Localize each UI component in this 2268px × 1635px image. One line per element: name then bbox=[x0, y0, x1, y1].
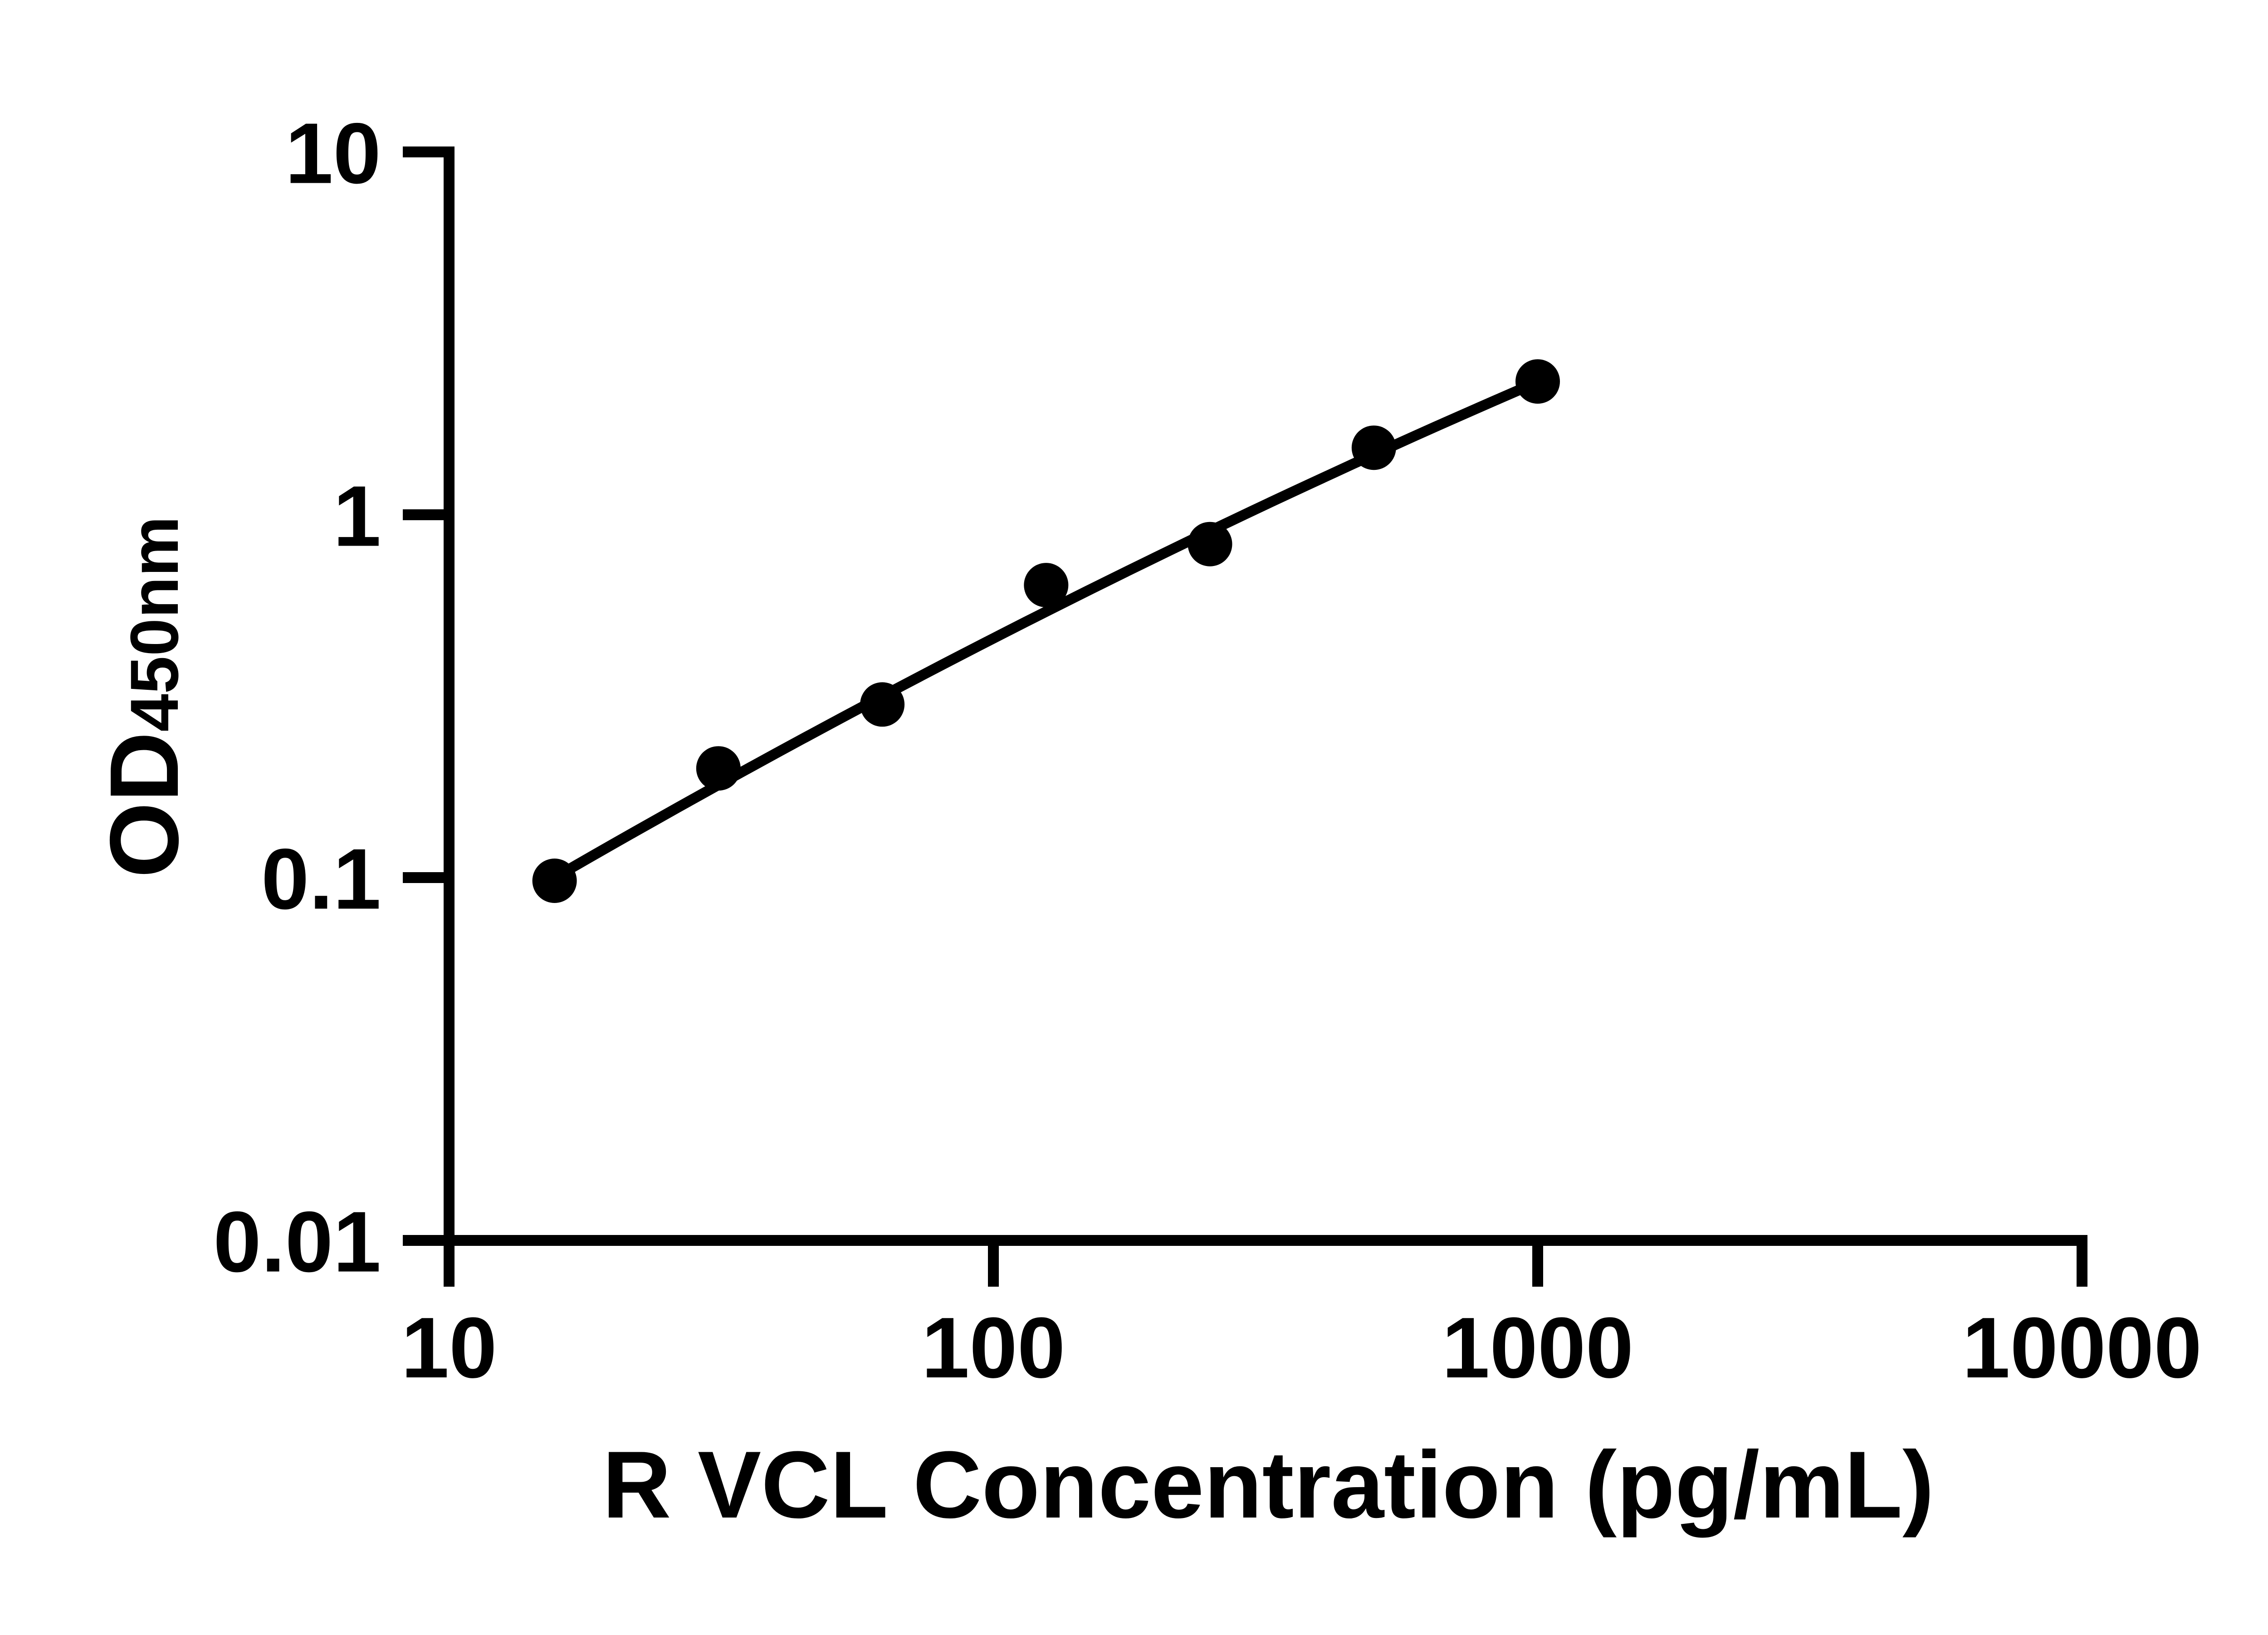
y-axis-title-main: OD bbox=[89, 732, 199, 878]
data-point bbox=[696, 746, 741, 791]
y-axis-title-subscript: 450nm bbox=[116, 516, 192, 732]
data-point bbox=[1188, 522, 1232, 566]
data-point bbox=[1351, 425, 1396, 470]
y-tick-label: 1 bbox=[333, 469, 381, 565]
x-tick-label: 10 bbox=[401, 1300, 497, 1396]
y-tick-label: 0.01 bbox=[213, 1194, 381, 1290]
x-tick-label: 10000 bbox=[1962, 1300, 2202, 1396]
data-point bbox=[860, 682, 905, 727]
x-tick-label: 1000 bbox=[1442, 1300, 1634, 1396]
axes-layer bbox=[403, 146, 2087, 1287]
tick-label-layer: 0.01 0.1 1 10 10 100 1000 10000 bbox=[213, 106, 2202, 1396]
points-layer bbox=[532, 359, 1560, 903]
y-tick-label: 0.1 bbox=[261, 831, 381, 927]
data-point bbox=[532, 859, 577, 903]
data-point bbox=[1515, 359, 1560, 404]
x-tick-label: 100 bbox=[921, 1300, 1065, 1396]
y-axis-title: OD450nm bbox=[89, 516, 199, 878]
x-axis-title: R VCL Concentration (pg/mL) bbox=[602, 1431, 1934, 1538]
data-point bbox=[1024, 563, 1069, 608]
y-tick-label: 10 bbox=[285, 106, 381, 202]
